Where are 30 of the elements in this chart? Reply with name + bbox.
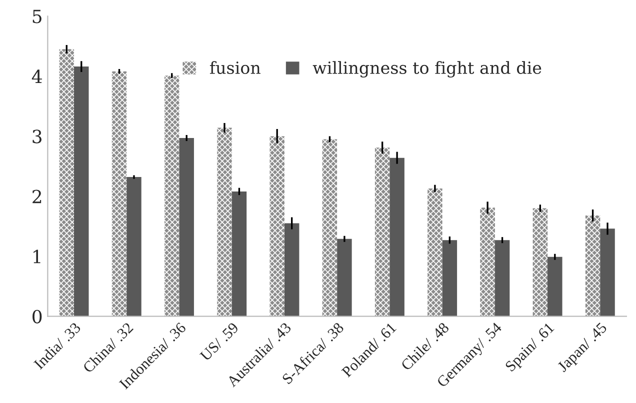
bar xyxy=(337,238,352,316)
bar xyxy=(374,148,390,316)
bar xyxy=(442,240,458,316)
y-tick-label: 4 xyxy=(32,70,42,84)
bar xyxy=(59,49,74,316)
bar xyxy=(600,228,615,316)
bar xyxy=(284,223,300,316)
legend-label: willingness to fight and die xyxy=(312,61,542,78)
bar xyxy=(585,215,600,316)
legend-label: fusion xyxy=(210,61,260,74)
bar xyxy=(548,256,562,316)
bar xyxy=(428,188,442,316)
bar xyxy=(390,158,404,316)
bar xyxy=(112,71,127,316)
bar xyxy=(232,191,247,316)
y-tick-label: 1 xyxy=(34,250,40,264)
bar xyxy=(532,208,548,316)
y-tick-label: 2 xyxy=(32,190,42,204)
bar xyxy=(74,66,89,316)
bar xyxy=(494,240,510,316)
bar xyxy=(126,177,142,316)
bar xyxy=(179,138,194,316)
bar xyxy=(164,76,180,316)
bar xyxy=(217,128,232,316)
bar xyxy=(480,208,495,316)
y-tick-label: 3 xyxy=(32,130,42,144)
bar xyxy=(270,136,284,316)
bar xyxy=(322,139,338,316)
y-tick-label: 0 xyxy=(32,310,42,324)
y-tick-label: 5 xyxy=(32,10,42,24)
